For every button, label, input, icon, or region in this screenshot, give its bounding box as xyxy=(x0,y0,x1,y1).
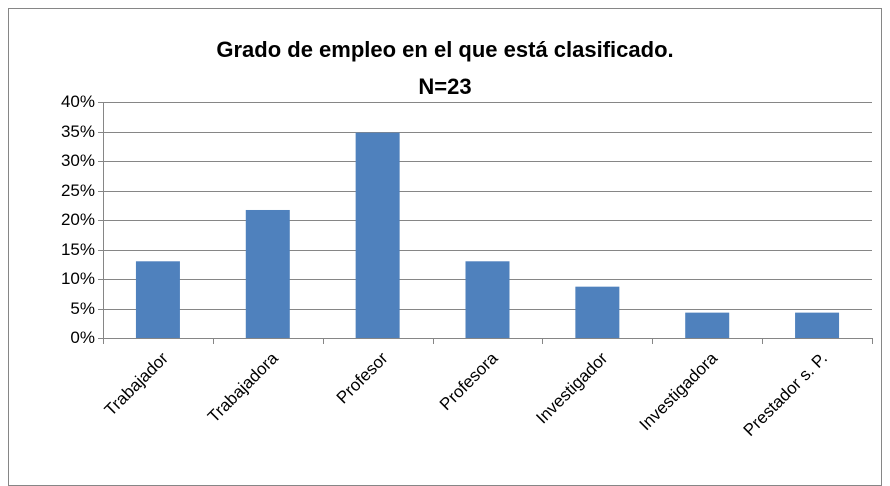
y-tick-label: 25% xyxy=(61,181,95,200)
bar xyxy=(685,312,730,338)
y-tick-label: 20% xyxy=(61,210,95,229)
chart-subtitle: N=23 xyxy=(418,74,471,99)
y-tick-label: 35% xyxy=(61,122,95,141)
bar xyxy=(795,312,840,338)
bar xyxy=(465,261,510,338)
bar xyxy=(135,261,180,338)
y-tick-label: 5% xyxy=(70,299,95,318)
y-tick-label: 30% xyxy=(61,151,95,170)
y-tick-label: 40% xyxy=(61,92,95,111)
chart-title: Grado de empleo en el que está clasifica… xyxy=(216,37,673,62)
bar xyxy=(575,286,620,338)
bar xyxy=(355,132,400,338)
chart-frame xyxy=(8,8,882,486)
bar xyxy=(245,209,290,338)
y-tick-label: 10% xyxy=(61,269,95,288)
y-tick-label: 0% xyxy=(70,328,95,347)
y-tick-label: 15% xyxy=(61,240,95,259)
